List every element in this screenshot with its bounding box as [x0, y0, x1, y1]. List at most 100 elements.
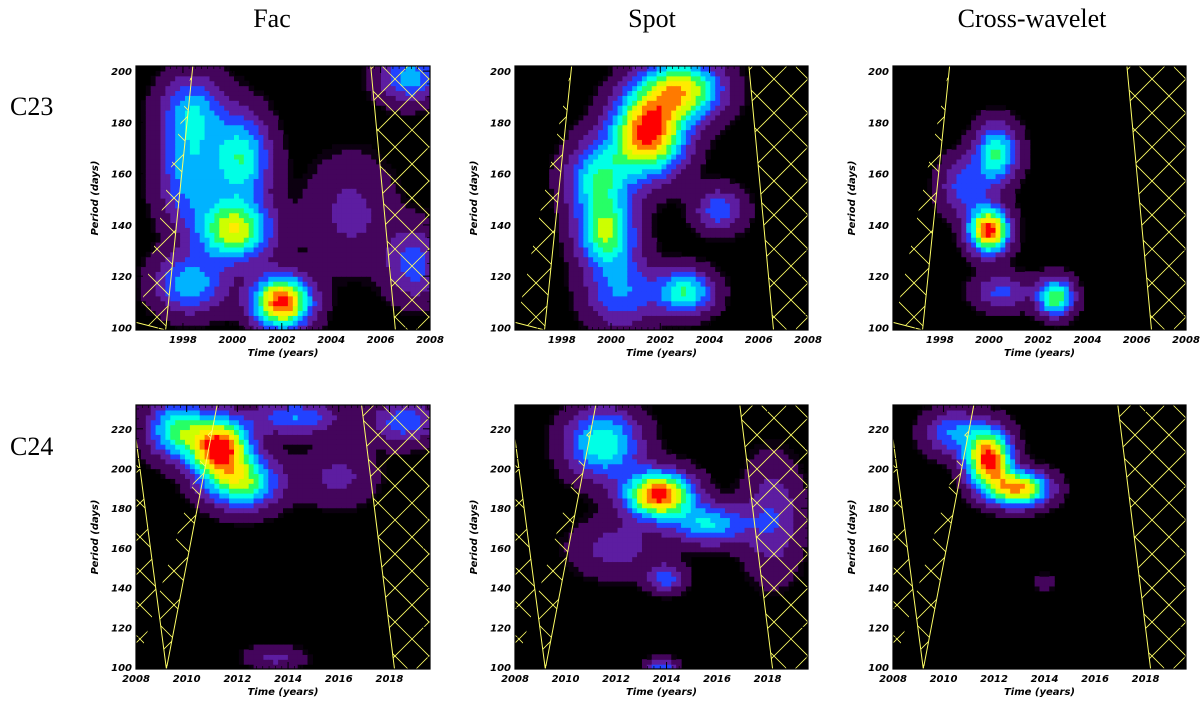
panel-5: 2008 2010 2012 2014 2016 2018 100 120 140 160 180 2…: [847, 404, 1187, 698]
plot-frame: [892, 65, 1187, 331]
heatmap-cells: [927, 105, 1085, 330]
x-tick-label: 2002: [646, 335, 674, 346]
x-tick-label: 2010: [930, 674, 958, 685]
y-tick-label: 160: [490, 170, 511, 181]
y-axis-label: Period (days): [90, 500, 101, 575]
y-tick-label: 160: [111, 170, 132, 181]
column-title-cross-wavelet: Cross-wavelet: [957, 4, 1107, 33]
x-tick-label: 2000: [218, 335, 246, 346]
x-tick-label: 2000: [597, 335, 625, 346]
y-tick-label: 140: [111, 221, 132, 232]
panel-1: 1998 2000 2002 2004 2006 2008 100 120 140 160 180 2…: [469, 65, 822, 359]
x-tick-label: 2008: [1172, 335, 1200, 346]
x-tick-label: 1998: [169, 335, 197, 346]
x-tick-label: 2012: [223, 674, 251, 685]
coi-line-left: [515, 405, 597, 669]
x-tick-label: 2010: [552, 674, 580, 685]
x-tick-label: 2008: [501, 674, 529, 685]
x-tick-label: 2012: [980, 674, 1008, 685]
x-tick-label: 2018: [1132, 674, 1160, 685]
x-tick-label: 2012: [602, 674, 630, 685]
y-tick-label: 220: [868, 425, 889, 436]
row-title-c23: C23: [10, 92, 54, 121]
x-tick-label: 2016: [1081, 674, 1109, 685]
x-tick-label: 2002: [268, 335, 296, 346]
y-tick-label: 180: [490, 504, 511, 515]
column-title-spot: Spot: [628, 4, 676, 33]
plot-frame: [514, 65, 809, 331]
x-tick-label: 2008: [879, 674, 907, 685]
x-tick-label: 1998: [548, 335, 576, 346]
x-tick-label: 2018: [754, 674, 782, 685]
y-tick-label: 100: [868, 663, 889, 674]
column-title-fac: Fac: [253, 4, 291, 33]
plot-frame: [892, 404, 1187, 670]
coi-line-right: [1117, 405, 1152, 669]
panel-3: 2008 2010 2012 2014 2016 2018 100 120 140 160 180 2…: [90, 404, 431, 698]
coi-line-right: [1126, 66, 1153, 330]
x-tick-label: 2008: [416, 335, 444, 346]
x-tick-label: 2006: [367, 335, 395, 346]
y-tick-label: 140: [490, 584, 511, 595]
x-tick-label: 2004: [1074, 335, 1102, 346]
x-axis-label: Time (years): [1004, 687, 1075, 698]
x-tick-label: 2004: [317, 335, 345, 346]
plot-frame: [514, 404, 809, 670]
coi-line-right: [739, 405, 774, 669]
y-tick-label: 120: [111, 623, 132, 634]
y-axis-label: Period (days): [90, 161, 101, 236]
x-tick-label: 2006: [745, 335, 773, 346]
panel-4: 2008 2010 2012 2014 2016 2018 100 120 140 160 180 2…: [469, 404, 809, 698]
y-tick-label: 100: [111, 663, 132, 674]
y-tick-label: 200: [490, 465, 511, 476]
x-tick-label: 2014: [274, 674, 302, 685]
x-tick-label: 2016: [325, 674, 353, 685]
y-tick-label: 220: [490, 425, 511, 436]
y-tick-label: 100: [111, 323, 132, 334]
y-axis-label: Period (days): [469, 500, 480, 575]
x-tick-label: 2008: [794, 335, 822, 346]
y-tick-label: 120: [868, 623, 889, 634]
x-tick-label: 2016: [703, 674, 731, 685]
y-tick-label: 100: [490, 323, 511, 334]
x-tick-label: 2014: [1031, 674, 1059, 685]
y-tick-label: 140: [490, 221, 511, 232]
y-tick-label: 140: [868, 584, 889, 595]
x-tick-label: 1998: [926, 335, 954, 346]
x-axis-label: Time (years): [626, 687, 697, 698]
y-axis-label: Period (days): [847, 500, 858, 575]
y-axis-label: Period (days): [847, 161, 858, 236]
x-axis-label: Time (years): [1004, 348, 1075, 359]
plot-frame: [135, 404, 431, 670]
coi-line-left: [136, 405, 218, 669]
y-tick-label: 200: [868, 465, 889, 476]
y-tick-label: 180: [868, 504, 889, 515]
heatmap-cells: [136, 405, 430, 669]
panel-0: 1998 2000 2002 2004 2006 2008 100 120 140 160 180 2…: [90, 65, 444, 359]
x-tick-label: 2014: [653, 674, 681, 685]
y-tick-label: 200: [868, 67, 889, 78]
x-axis-label: Time (years): [626, 348, 697, 359]
x-tick-label: 2018: [376, 674, 404, 685]
y-tick-label: 120: [868, 272, 889, 283]
row-title-c24: C24: [10, 432, 54, 461]
y-tick-label: 100: [868, 323, 889, 334]
y-tick-label: 200: [490, 67, 511, 78]
y-tick-label: 140: [111, 584, 132, 595]
y-tick-label: 160: [490, 544, 511, 555]
y-tick-label: 200: [111, 465, 132, 476]
y-tick-label: 120: [490, 623, 511, 634]
y-tick-label: 120: [111, 272, 132, 283]
y-tick-label: 100: [490, 663, 511, 674]
y-tick-label: 200: [111, 67, 132, 78]
y-tick-label: 160: [868, 170, 889, 181]
y-axis-label: Period (days): [469, 161, 480, 236]
coi-line-left: [893, 405, 975, 669]
x-tick-label: 2004: [696, 335, 724, 346]
y-tick-label: 160: [868, 544, 889, 555]
y-tick-label: 180: [868, 118, 889, 129]
x-tick-label: 2008: [122, 674, 150, 685]
coi-line-right: [361, 405, 396, 669]
y-tick-label: 160: [111, 544, 132, 555]
